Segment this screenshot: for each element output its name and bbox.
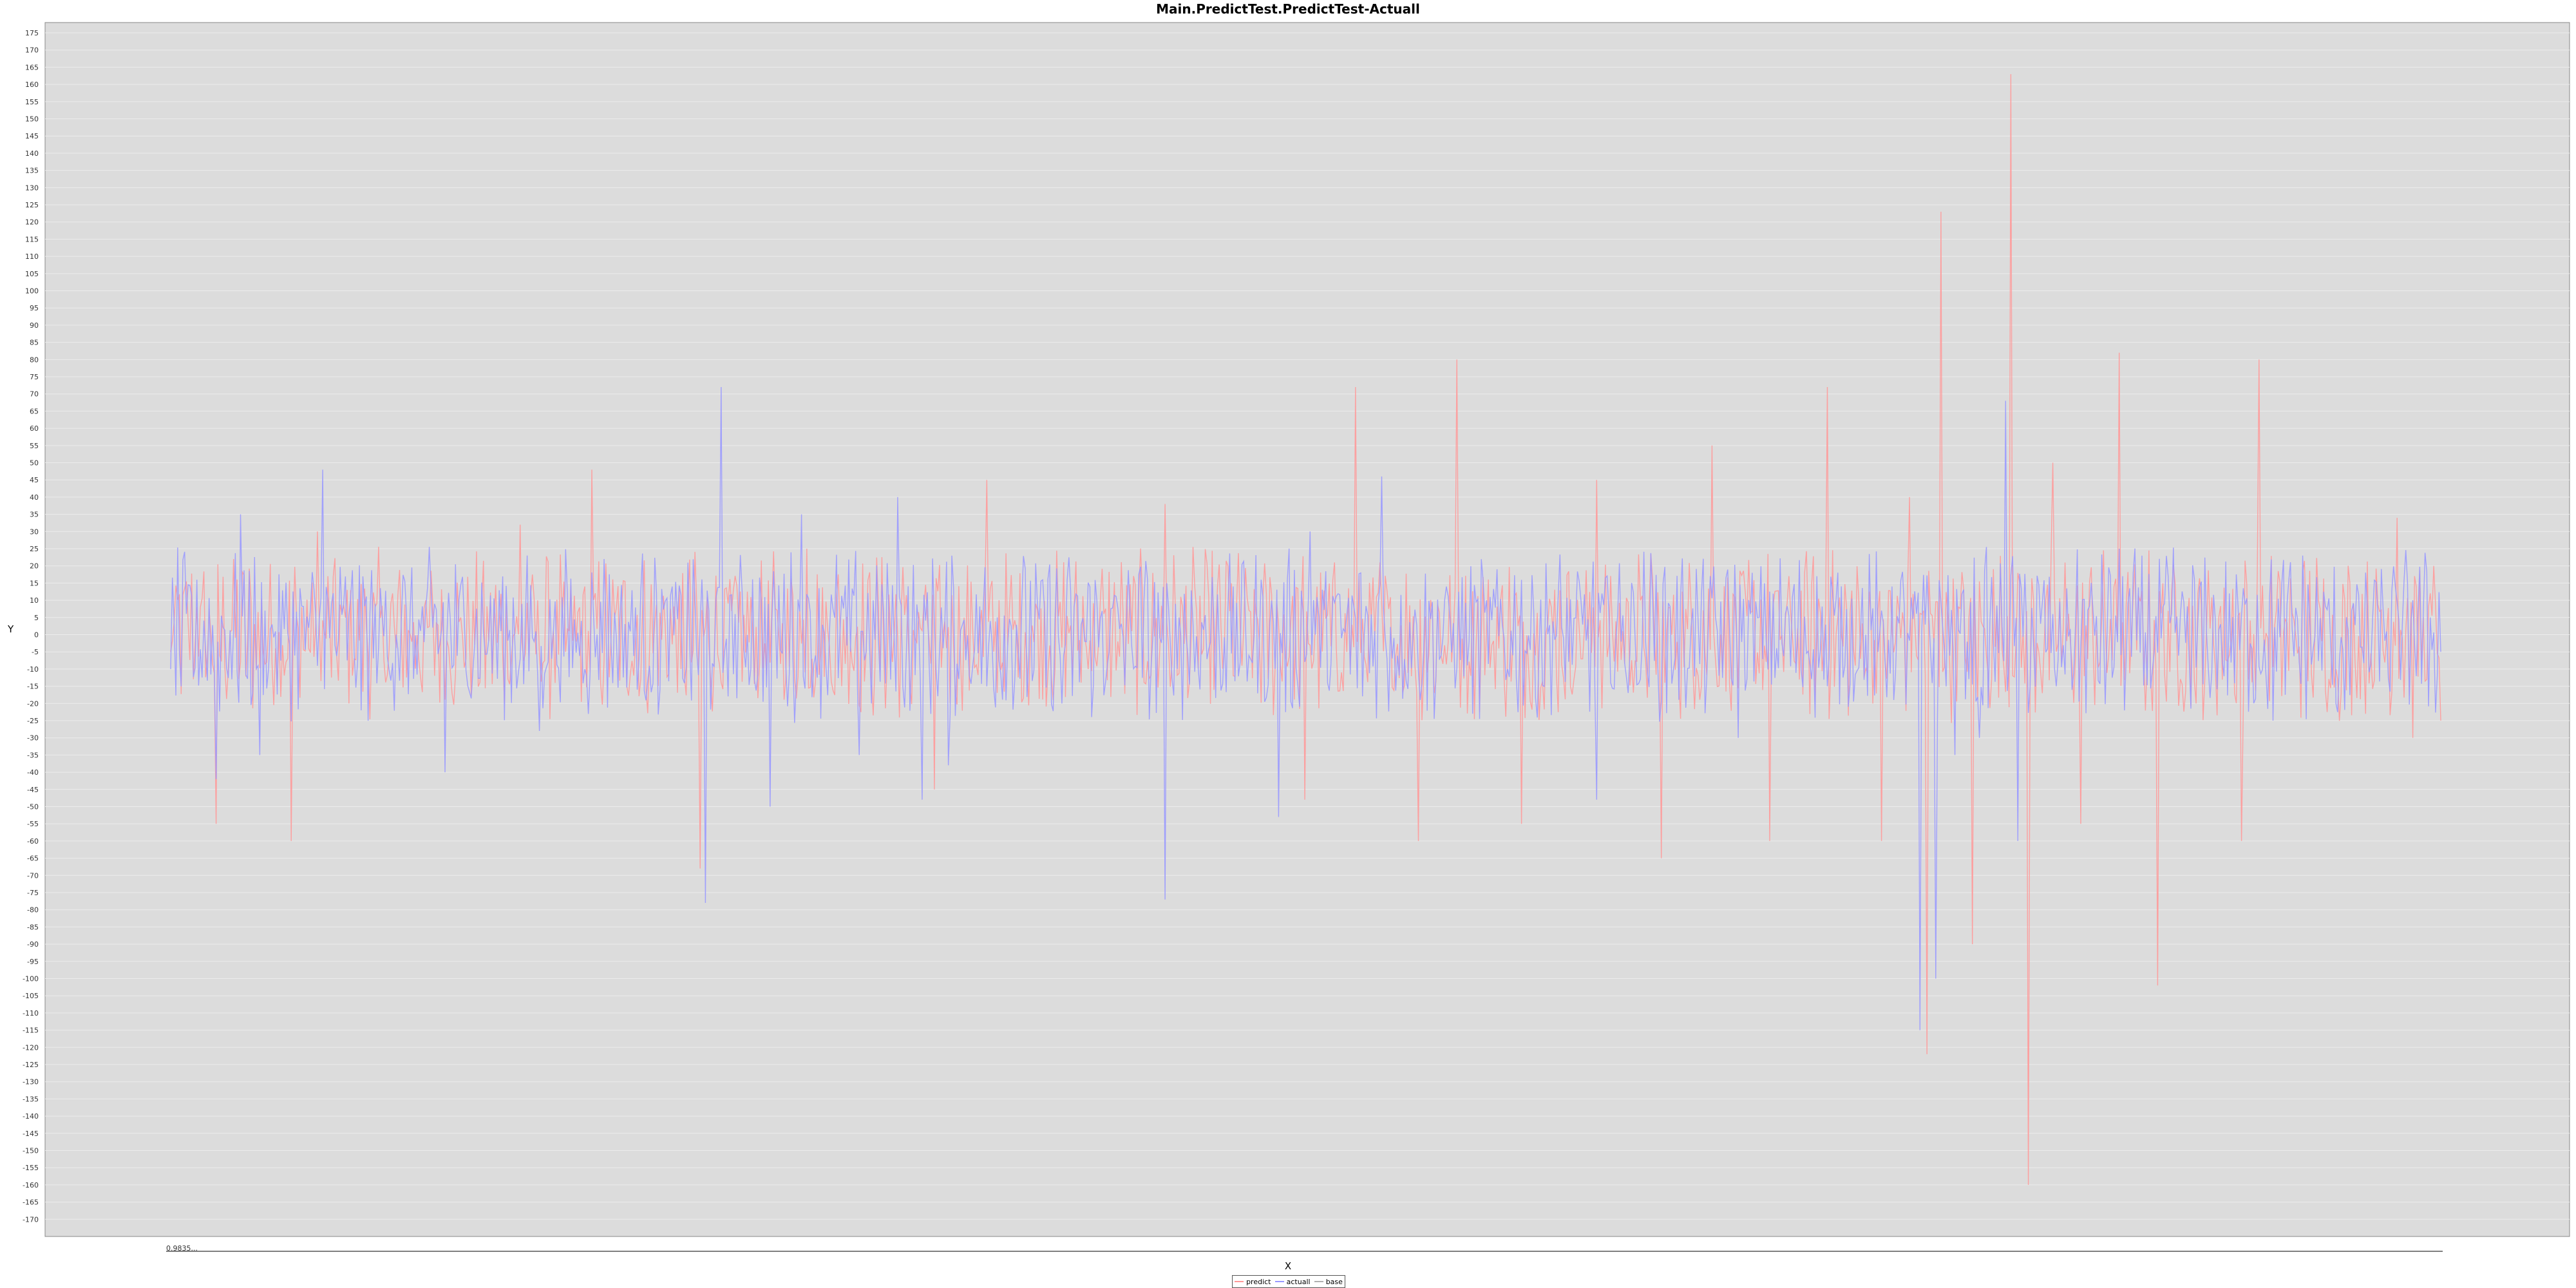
y-tick-label: 120 <box>25 218 39 227</box>
y-tick-label: -85 <box>27 923 39 931</box>
legend: predict actuall base <box>1232 1275 1345 1288</box>
y-tick-label: 25 <box>30 545 39 553</box>
y-tick-label: -140 <box>23 1112 39 1121</box>
y-tick-label: 150 <box>25 115 39 124</box>
y-tick-label: 135 <box>25 167 39 175</box>
y-tick-label: -5 <box>32 648 39 656</box>
y-tick-label: 50 <box>30 459 39 468</box>
y-tick-label: -95 <box>27 958 39 966</box>
legend-swatch-actuall <box>1274 1281 1284 1282</box>
y-tick-label: 140 <box>25 149 39 158</box>
y-tick-label: -145 <box>23 1130 39 1138</box>
line-chart: 1751701651601551501451401351301251201151… <box>23 22 2570 1253</box>
y-tick-label: 130 <box>25 184 39 192</box>
legend-item-actuall: actuall <box>1274 1277 1311 1286</box>
y-tick-label: -150 <box>23 1147 39 1155</box>
chart-title: Main.PredictTest.PredictTest-Actuall <box>1156 1 1420 17</box>
y-tick-label: 0 <box>34 631 39 639</box>
y-tick-label: 45 <box>30 476 39 484</box>
series-line-actuall <box>170 386 2441 1030</box>
y-tick-label: -130 <box>23 1078 39 1086</box>
y-tick-label: 170 <box>25 46 39 55</box>
y-tick-label: -155 <box>23 1164 39 1172</box>
y-tick-label: -30 <box>27 734 39 743</box>
y-tick-label: -90 <box>27 940 39 949</box>
legend-swatch-base <box>1314 1281 1323 1282</box>
y-tick-label: 100 <box>25 287 39 296</box>
y-tick-label: 85 <box>30 339 39 347</box>
x-axis-label: X <box>1284 1260 1292 1272</box>
grid-lines <box>45 32 2570 1220</box>
y-tick-label: -10 <box>27 665 39 674</box>
y-tick-label: 80 <box>30 355 39 364</box>
legend-label-actuall: actuall <box>1286 1277 1311 1286</box>
y-tick-label: 55 <box>30 442 39 450</box>
y-tick-label: -25 <box>27 717 39 725</box>
y-tick-label: -65 <box>27 855 39 863</box>
y-tick-label: -160 <box>23 1181 39 1189</box>
y-tick-label: 95 <box>30 304 39 312</box>
y-tick-label: -55 <box>27 820 39 828</box>
y-tick-label: 30 <box>30 527 39 536</box>
y-tick-label: 110 <box>25 252 39 261</box>
y-tick-label: -125 <box>23 1061 39 1069</box>
legend-label-predict: predict <box>1246 1277 1271 1286</box>
y-tick-label: 160 <box>25 80 39 89</box>
y-tick-label: 70 <box>30 390 39 399</box>
y-tick-label: 5 <box>34 614 39 622</box>
y-tick-label: -135 <box>23 1095 39 1103</box>
y-tick-label: -80 <box>27 906 39 914</box>
y-tick-label: 65 <box>30 407 39 415</box>
y-tick-label: -165 <box>23 1198 39 1207</box>
legend-item-base: base <box>1314 1278 1343 1286</box>
y-tick-label: -60 <box>27 837 39 846</box>
legend-item-predict: predict <box>1235 1278 1271 1286</box>
y-tick-label: -15 <box>27 683 39 691</box>
y-tick-label: 175 <box>25 29 39 37</box>
y-tick-label: -35 <box>27 751 39 759</box>
series-lines <box>170 74 2441 1185</box>
y-tick-label: -170 <box>23 1215 39 1224</box>
y-tick-label: 165 <box>25 63 39 71</box>
y-tick-label: -75 <box>27 889 39 897</box>
y-tick-label: -20 <box>27 699 39 708</box>
y-tick-label: -70 <box>27 871 39 880</box>
y-tick-label: 145 <box>25 132 39 140</box>
y-tick-label: 60 <box>30 424 39 433</box>
y-tick-label: -50 <box>27 803 39 811</box>
y-tick-label: 40 <box>30 493 39 502</box>
y-tick-label: 155 <box>25 98 39 106</box>
y-tick-label: 20 <box>30 562 39 571</box>
y-tick-label: 75 <box>30 373 39 381</box>
legend-swatch-predict <box>1235 1281 1244 1282</box>
y-tick-label: 105 <box>25 270 39 278</box>
y-tick-label: 115 <box>25 235 39 243</box>
y-tick-label: -100 <box>23 975 39 983</box>
y-tick-label: -105 <box>23 992 39 1000</box>
y-tick-label: 15 <box>30 579 39 587</box>
y-tick-label: -115 <box>23 1027 39 1035</box>
y-tick-label: 35 <box>30 511 39 519</box>
legend-label-base: base <box>1325 1277 1343 1286</box>
y-tick-label: 10 <box>30 596 39 605</box>
y-tick-label: -120 <box>23 1043 39 1052</box>
y-tick-label: 90 <box>30 321 39 330</box>
y-tick-label: -45 <box>27 786 39 794</box>
y-tick-label: -110 <box>23 1009 39 1018</box>
y-axis-label: Y <box>8 623 14 635</box>
y-axis-ticks: 1751701651601551501451401351301251201151… <box>23 29 39 1224</box>
y-tick-label: -40 <box>27 768 39 777</box>
y-tick-label: 125 <box>25 201 39 209</box>
x-axis-tick-label: 0.9835... <box>166 1244 198 1253</box>
